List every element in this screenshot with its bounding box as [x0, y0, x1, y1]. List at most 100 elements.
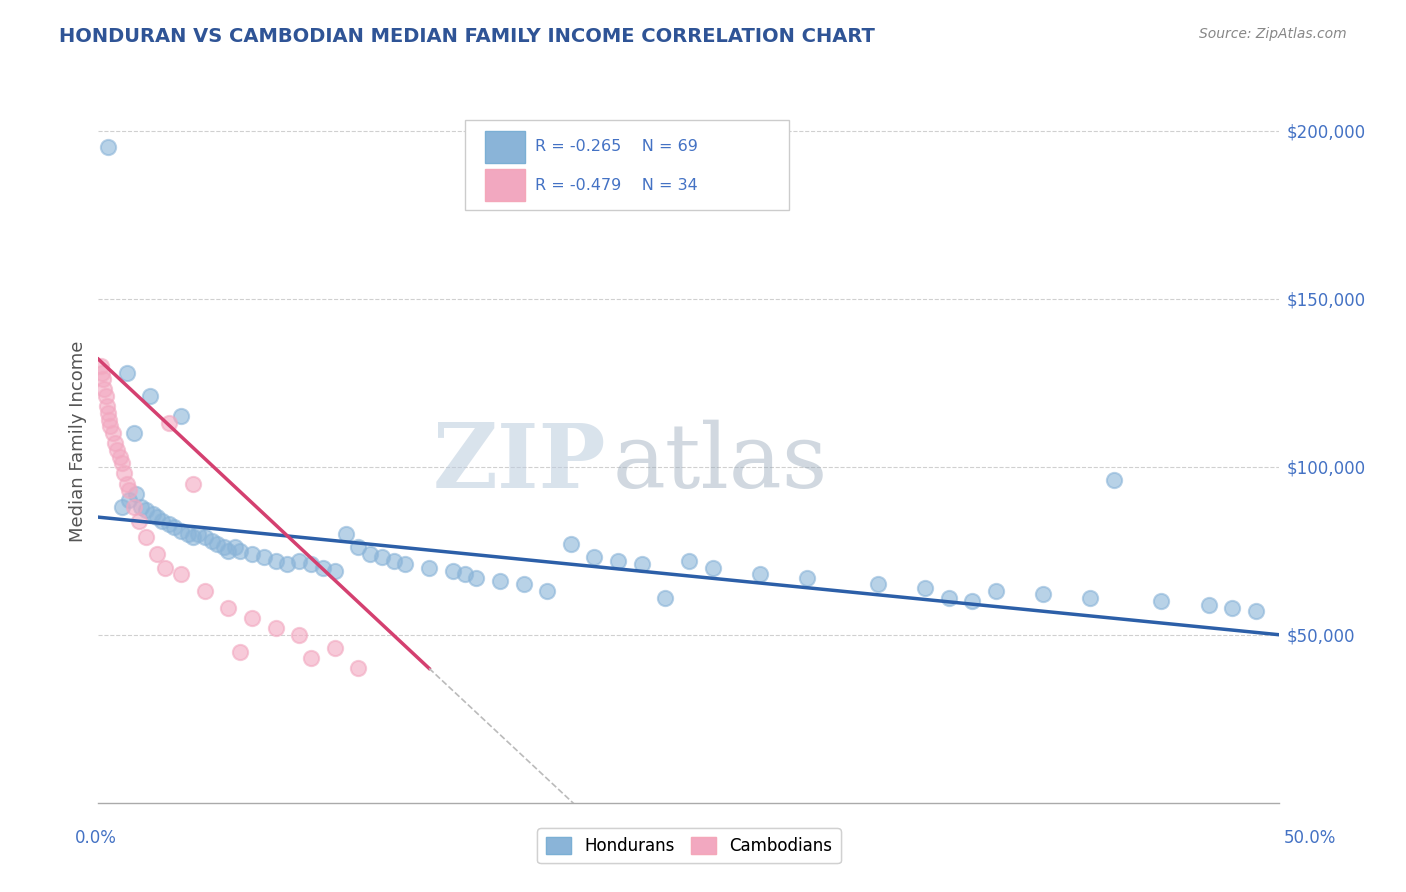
- Point: [276, 558, 298, 572]
- Point: [128, 514, 150, 528]
- Point: [212, 541, 235, 555]
- Y-axis label: Median Family Income: Median Family Income: [69, 341, 87, 542]
- Point: [418, 560, 440, 574]
- Point: [170, 409, 193, 424]
- Point: [194, 584, 217, 599]
- Point: [1080, 591, 1102, 605]
- Point: [702, 560, 724, 574]
- Point: [97, 140, 120, 154]
- Point: [359, 547, 381, 561]
- Point: [112, 467, 135, 481]
- Point: [181, 476, 204, 491]
- Point: [394, 558, 416, 572]
- Point: [335, 527, 357, 541]
- Point: [264, 621, 287, 635]
- Point: [536, 584, 558, 599]
- Point: [1244, 604, 1267, 618]
- Point: [288, 628, 311, 642]
- Point: [201, 533, 224, 548]
- Point: [240, 611, 263, 625]
- Text: R = -0.265    N = 69: R = -0.265 N = 69: [536, 139, 699, 154]
- Text: atlas: atlas: [612, 419, 827, 507]
- Point: [146, 547, 169, 561]
- Point: [217, 600, 239, 615]
- Point: [240, 547, 263, 561]
- Point: [1032, 587, 1054, 601]
- Point: [607, 554, 630, 568]
- Point: [299, 558, 322, 572]
- Point: [264, 554, 287, 568]
- Text: HONDURAN VS CAMBODIAN MEDIAN FAMILY INCOME CORRELATION CHART: HONDURAN VS CAMBODIAN MEDIAN FAMILY INCO…: [59, 27, 875, 45]
- Point: [115, 366, 138, 380]
- Text: 50.0%: 50.0%: [1284, 829, 1337, 847]
- Point: [135, 530, 157, 544]
- Point: [118, 493, 141, 508]
- Point: [118, 483, 141, 498]
- Point: [984, 584, 1007, 599]
- Point: [347, 541, 370, 555]
- Point: [139, 389, 162, 403]
- Point: [181, 530, 204, 544]
- Point: [1150, 594, 1173, 608]
- Point: [163, 520, 186, 534]
- Text: ZIP: ZIP: [433, 420, 606, 507]
- Point: [177, 527, 200, 541]
- Point: [194, 530, 217, 544]
- Point: [146, 510, 169, 524]
- Point: [135, 503, 157, 517]
- Point: [187, 527, 209, 541]
- Text: R = -0.479    N = 34: R = -0.479 N = 34: [536, 178, 699, 193]
- Point: [512, 577, 534, 591]
- FancyBboxPatch shape: [485, 169, 524, 201]
- Point: [98, 413, 121, 427]
- Point: [224, 541, 246, 555]
- Point: [142, 507, 165, 521]
- Point: [157, 516, 180, 531]
- Point: [323, 564, 346, 578]
- Point: [583, 550, 606, 565]
- Point: [1102, 473, 1125, 487]
- Point: [654, 591, 676, 605]
- Point: [253, 550, 276, 565]
- Point: [122, 426, 145, 441]
- Point: [465, 571, 488, 585]
- Point: [1220, 600, 1243, 615]
- Point: [111, 500, 134, 514]
- Point: [1198, 598, 1220, 612]
- Point: [157, 416, 180, 430]
- Point: [560, 537, 582, 551]
- Point: [96, 399, 118, 413]
- FancyBboxPatch shape: [485, 131, 524, 162]
- Point: [111, 456, 134, 470]
- Point: [170, 524, 193, 538]
- Text: 0.0%: 0.0%: [75, 829, 117, 847]
- Point: [229, 644, 252, 658]
- Point: [630, 558, 652, 572]
- Point: [323, 641, 346, 656]
- Point: [371, 550, 394, 565]
- Point: [217, 543, 239, 558]
- Point: [97, 406, 120, 420]
- Point: [129, 500, 152, 514]
- Point: [347, 661, 370, 675]
- Point: [91, 372, 114, 386]
- Point: [90, 359, 112, 373]
- FancyBboxPatch shape: [464, 120, 789, 211]
- Point: [93, 383, 115, 397]
- Point: [229, 543, 252, 558]
- Point: [441, 564, 464, 578]
- Point: [288, 554, 311, 568]
- Point: [150, 514, 173, 528]
- Point: [382, 554, 405, 568]
- Text: Source: ZipAtlas.com: Source: ZipAtlas.com: [1199, 27, 1347, 41]
- Point: [678, 554, 700, 568]
- Point: [962, 594, 984, 608]
- Point: [796, 571, 818, 585]
- Point: [299, 651, 322, 665]
- Point: [101, 426, 124, 441]
- Point: [938, 591, 960, 605]
- Point: [866, 577, 889, 591]
- Point: [98, 419, 121, 434]
- Point: [748, 567, 770, 582]
- Point: [914, 581, 936, 595]
